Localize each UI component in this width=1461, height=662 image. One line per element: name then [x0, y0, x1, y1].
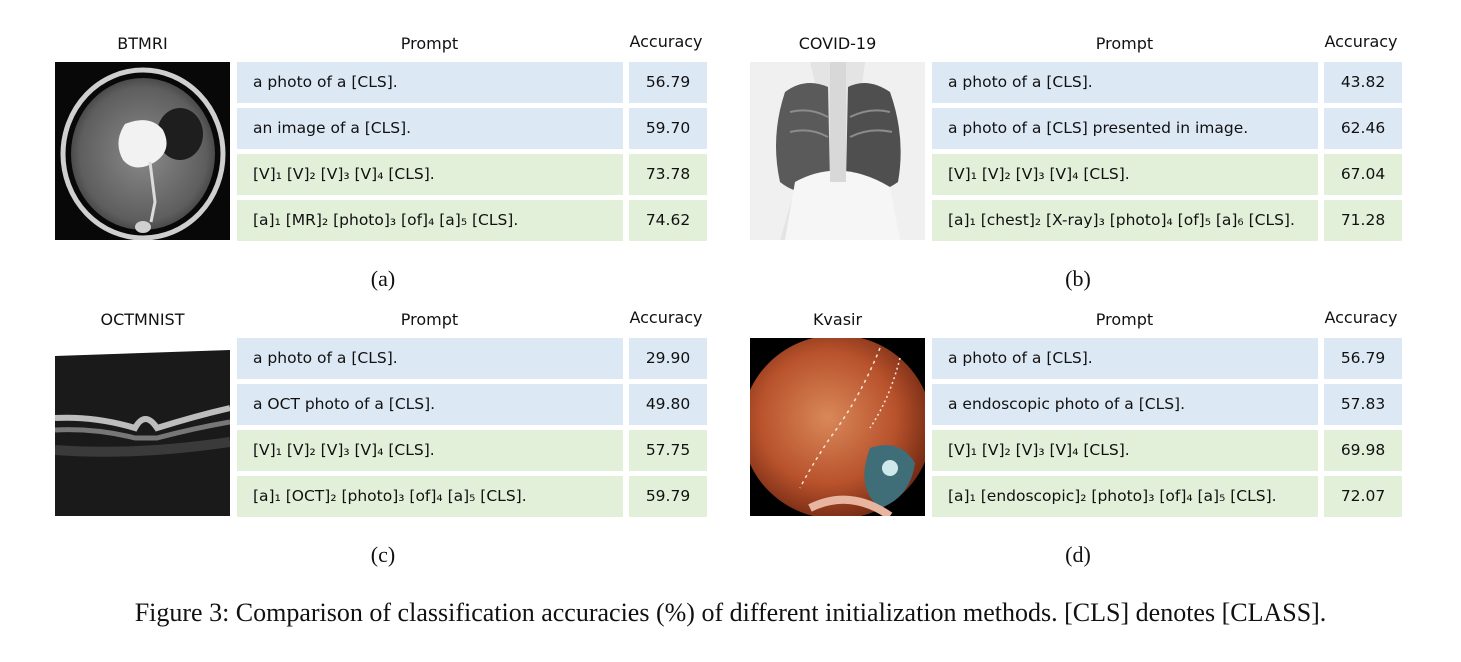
image-title: Kvasir — [812, 310, 863, 329]
prompt-cell: a photo of a [CLS] presented in image. — [932, 108, 1318, 149]
table-row: a photo of a [CLS]. 56.79 — [237, 62, 707, 103]
table-row: a photo of a [CLS] presented in image. 6… — [932, 108, 1402, 149]
table-row: a endoscopic photo of a [CLS]. 57.83 — [932, 384, 1402, 425]
prompt-cell: [V]₁ [V]₂ [V]₃ [V]₄ [CLS]. — [237, 430, 623, 471]
table-row: [V]₁ [V]₂ [V]₃ [V]₄ [CLS]. 69.98 — [932, 430, 1402, 471]
prompt-header: Prompt — [1095, 310, 1154, 329]
accuracy-cell: 56.79 — [629, 62, 707, 103]
prompt-cell: a photo of a [CLS]. — [932, 338, 1318, 379]
table-row: [a]₁ [OCT]₂ [photo]₃ [of]₄ [a]₅ [CLS]. 5… — [237, 476, 707, 517]
subfigure-label: (b) — [1065, 266, 1091, 291]
prompt-table: a photo of a [CLS]. 29.90 a OCT photo of… — [237, 338, 707, 522]
prompt-cell: an image of a [CLS]. — [237, 108, 623, 149]
figure-caption: Figure 3: Comparison of classification a… — [134, 598, 1327, 627]
accuracy-cell: 59.70 — [629, 108, 707, 149]
accuracy-cell: 57.83 — [1324, 384, 1402, 425]
table-row: a OCT photo of a [CLS]. 49.80 — [237, 384, 707, 425]
accuracy-cell: 67.04 — [1324, 154, 1402, 195]
chest-xray-image — [750, 62, 925, 240]
accuracy-cell: 69.98 — [1324, 430, 1402, 471]
accuracy-header: Accuracy — [629, 32, 703, 51]
image-title: OCTMNIST — [100, 310, 185, 329]
table-row: [V]₁ [V]₂ [V]₃ [V]₄ [CLS]. 67.04 — [932, 154, 1402, 195]
accuracy-cell: 57.75 — [629, 430, 707, 471]
prompt-header: Prompt — [1095, 34, 1154, 53]
panel-kvasir: Kvasir Prompt Accuracy a photo of a [CLS… — [750, 308, 1402, 567]
accuracy-cell: 73.78 — [629, 154, 707, 195]
prompt-cell: [a]₁ [endoscopic]₂ [photo]₃ [of]₄ [a]₅ [… — [932, 476, 1318, 517]
prompt-cell: a photo of a [CLS]. — [932, 62, 1318, 103]
table-row: [V]₁ [V]₂ [V]₃ [V]₄ [CLS]. 57.75 — [237, 430, 707, 471]
prompt-cell: [V]₁ [V]₂ [V]₃ [V]₄ [CLS]. — [237, 154, 623, 195]
prompt-cell: a endoscopic photo of a [CLS]. — [932, 384, 1318, 425]
table-row: [a]₁ [MR]₂ [photo]₃ [of]₄ [a]₅ [CLS]. 74… — [237, 200, 707, 241]
table-row: [V]₁ [V]₂ [V]₃ [V]₄ [CLS]. 73.78 — [237, 154, 707, 195]
panel-octmnist: OCTMNIST Prompt Accuracy a photo of a [C… — [55, 308, 707, 567]
accuracy-cell: 56.79 — [1324, 338, 1402, 379]
subfigure-label: (d) — [1065, 542, 1091, 567]
prompt-header: Prompt — [400, 34, 459, 53]
prompt-cell: a photo of a [CLS]. — [237, 62, 623, 103]
accuracy-cell: 71.28 — [1324, 200, 1402, 241]
prompt-table: a photo of a [CLS]. 56.79 a endoscopic p… — [932, 338, 1402, 522]
prompt-cell: [a]₁ [MR]₂ [photo]₃ [of]₄ [a]₅ [CLS]. — [237, 200, 623, 241]
brain-mri-image — [55, 62, 230, 240]
accuracy-header: Accuracy — [629, 308, 703, 327]
subfigure-label: (a) — [370, 266, 396, 291]
prompt-table: a photo of a [CLS]. 43.82 a photo of a [… — [932, 62, 1402, 246]
image-title: BTMRI — [117, 34, 168, 53]
endoscopy-image — [750, 338, 925, 516]
accuracy-cell: 74.62 — [629, 200, 707, 241]
oct-scan-image — [55, 338, 230, 516]
prompt-cell: a OCT photo of a [CLS]. — [237, 384, 623, 425]
panel-btmri: BTMRI Prompt Accuracy a photo of a [CLS]… — [55, 32, 707, 291]
prompt-cell: a photo of a [CLS]. — [237, 338, 623, 379]
subfigure-label: (c) — [370, 542, 396, 567]
table-row: a photo of a [CLS]. 56.79 — [932, 338, 1402, 379]
prompt-cell: [V]₁ [V]₂ [V]₃ [V]₄ [CLS]. — [932, 430, 1318, 471]
accuracy-header: Accuracy — [1324, 308, 1398, 327]
prompt-table: a photo of a [CLS]. 56.79 an image of a … — [237, 62, 707, 246]
accuracy-cell: 49.80 — [629, 384, 707, 425]
table-row: a photo of a [CLS]. 29.90 — [237, 338, 707, 379]
prompt-cell: [a]₁ [OCT]₂ [photo]₃ [of]₄ [a]₅ [CLS]. — [237, 476, 623, 517]
accuracy-cell: 59.79 — [629, 476, 707, 517]
table-row: [a]₁ [endoscopic]₂ [photo]₃ [of]₄ [a]₅ [… — [932, 476, 1402, 517]
prompt-header: Prompt — [400, 310, 459, 329]
table-row: [a]₁ [chest]₂ [X-ray]₃ [photo]₄ [of]₅ [a… — [932, 200, 1402, 241]
table-row: a photo of a [CLS]. 43.82 — [932, 62, 1402, 103]
accuracy-cell: 43.82 — [1324, 62, 1402, 103]
prompt-cell: [V]₁ [V]₂ [V]₃ [V]₄ [CLS]. — [932, 154, 1318, 195]
image-title: COVID-19 — [798, 34, 877, 53]
accuracy-header: Accuracy — [1324, 32, 1398, 51]
panel-covid19: COVID-19 Prompt Accuracy a photo of a [C… — [750, 32, 1402, 291]
accuracy-cell: 72.07 — [1324, 476, 1402, 517]
accuracy-cell: 29.90 — [629, 338, 707, 379]
accuracy-cell: 62.46 — [1324, 108, 1402, 149]
prompt-cell: [a]₁ [chest]₂ [X-ray]₃ [photo]₄ [of]₅ [a… — [932, 200, 1318, 241]
table-row: an image of a [CLS]. 59.70 — [237, 108, 707, 149]
